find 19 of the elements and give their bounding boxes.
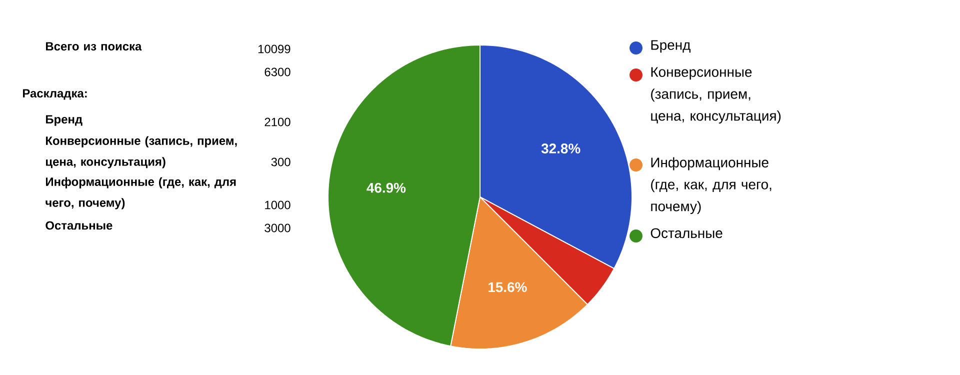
data-label: 32.8% <box>541 144 580 154</box>
text: 2100 <box>264 118 290 126</box>
text: Бренд <box>46 115 82 126</box>
text: Информационные (где, как, для чего, почему) <box>46 177 236 210</box>
legend-label: Информационные (где, как, для чего, почему) <box>651 157 772 214</box>
text: 3000 <box>264 224 290 232</box>
text: 6300 <box>264 68 290 76</box>
text: 10099 <box>258 44 290 54</box>
data-label: 46.9% <box>366 182 406 193</box>
text: Конверсионные (запись, прием, цена, консультация) <box>46 136 237 168</box>
text: 1000 <box>265 200 290 210</box>
text: Остальные <box>46 221 112 230</box>
text: Раскладка: <box>23 89 87 100</box>
legend-label: Бренд <box>651 40 690 53</box>
text: Всего из поиска <box>46 42 142 51</box>
legend-label: Остальные <box>650 228 722 238</box>
data-label: 15.6% <box>488 282 527 292</box>
text: 300 <box>271 158 290 166</box>
legend-label: Конверсионные (запись, прием, цена, консультация) <box>651 67 781 124</box>
